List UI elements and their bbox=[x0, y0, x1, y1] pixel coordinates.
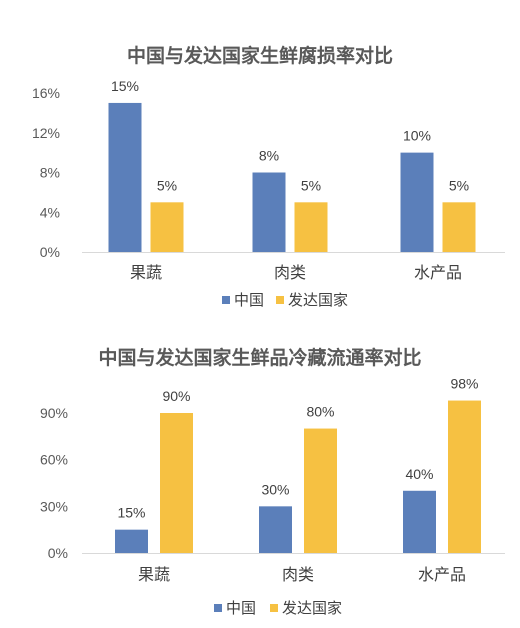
data-label: 15% bbox=[117, 505, 145, 521]
bar-发达国家-水产品 bbox=[442, 202, 476, 252]
data-label: 10% bbox=[403, 128, 431, 144]
y-tick-label: 12% bbox=[32, 125, 60, 141]
legend-swatch bbox=[222, 296, 230, 304]
y-tick-label: 0% bbox=[40, 244, 60, 260]
category-label: 水产品 bbox=[414, 263, 462, 282]
bar-发达国家-肉类 bbox=[304, 428, 337, 553]
data-label: 98% bbox=[450, 376, 478, 392]
y-tick-label: 4% bbox=[40, 204, 60, 220]
bar-发达国家-水产品 bbox=[448, 400, 481, 553]
legend-swatch bbox=[270, 604, 278, 612]
y-tick-label: 60% bbox=[40, 452, 68, 468]
data-label: 40% bbox=[405, 466, 433, 482]
legend-label: 发达国家 bbox=[288, 291, 348, 309]
bar-中国-肉类 bbox=[252, 172, 286, 252]
category-label: 肉类 bbox=[282, 565, 314, 584]
y-tick-label: 0% bbox=[48, 545, 68, 561]
legend-label: 发达国家 bbox=[282, 599, 342, 617]
data-label: 5% bbox=[449, 177, 469, 193]
bar-发达国家-肉类 bbox=[294, 202, 328, 252]
chart-title: 中国与发达国家生鲜腐损率对比 bbox=[127, 44, 393, 67]
legend-swatch bbox=[214, 604, 222, 612]
y-tick-label: 16% bbox=[32, 85, 60, 101]
legend-label: 中国 bbox=[226, 599, 256, 617]
category-label: 水产品 bbox=[418, 565, 466, 584]
y-tick-label: 8% bbox=[40, 165, 60, 181]
data-label: 5% bbox=[301, 177, 321, 193]
y-tick-label: 90% bbox=[40, 405, 68, 421]
bar-中国-水产品 bbox=[400, 152, 434, 252]
category-label: 果蔬 bbox=[130, 263, 162, 282]
category-label: 肉类 bbox=[274, 263, 306, 282]
data-label: 15% bbox=[111, 78, 139, 94]
chart-title: 中国与发达国家生鲜品冷藏流通率对比 bbox=[98, 346, 421, 369]
data-label: 90% bbox=[162, 388, 190, 404]
bar-中国-果蔬 bbox=[115, 529, 148, 553]
bar-发达国家-果蔬 bbox=[150, 202, 184, 252]
data-label: 5% bbox=[157, 177, 177, 193]
data-label: 8% bbox=[259, 148, 279, 164]
data-label: 80% bbox=[306, 404, 334, 420]
legend-label: 中国 bbox=[234, 291, 264, 309]
bar-中国-肉类 bbox=[259, 506, 292, 553]
bar-中国-水产品 bbox=[403, 490, 436, 553]
data-label: 30% bbox=[261, 481, 289, 497]
y-tick-label: 30% bbox=[40, 498, 68, 514]
category-label: 果蔬 bbox=[138, 565, 170, 584]
legend-swatch bbox=[276, 296, 284, 304]
bar-发达国家-果蔬 bbox=[160, 413, 193, 553]
bar-中国-果蔬 bbox=[108, 102, 142, 252]
